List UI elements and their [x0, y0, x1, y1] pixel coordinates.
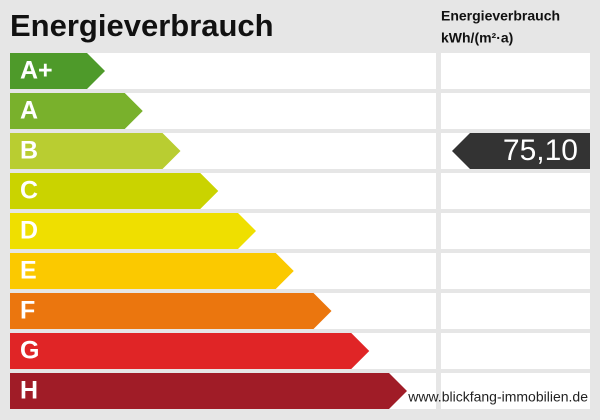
value-cell	[441, 53, 590, 89]
class-label: E	[20, 257, 37, 285]
class-label: A	[20, 97, 38, 125]
class-arrow	[10, 293, 332, 329]
class-label: G	[20, 337, 39, 365]
value-cell	[441, 333, 590, 369]
class-arrow	[10, 253, 294, 289]
value-cell	[441, 293, 590, 329]
class-label: A+	[20, 57, 53, 85]
title: Energieverbrauch	[10, 8, 274, 43]
value-cell	[441, 173, 590, 209]
class-label: H	[20, 377, 38, 405]
value-cell	[441, 93, 590, 129]
value-cell	[441, 253, 590, 289]
class-arrow	[10, 333, 370, 369]
class-arrow	[10, 53, 105, 89]
class-arrow	[10, 93, 143, 129]
watermark: www.blickfang-immobilien.de	[407, 389, 588, 405]
unit-header: Energieverbrauch	[441, 8, 560, 24]
value-cell	[441, 373, 590, 409]
class-label: B	[20, 137, 38, 165]
unit-header: kWh/(m²·a)	[441, 30, 513, 46]
value-text: 75,10	[503, 134, 578, 167]
class-arrow	[10, 213, 256, 249]
class-label: D	[20, 217, 38, 245]
class-arrow	[10, 133, 181, 169]
class-arrow	[10, 373, 407, 409]
class-label: F	[20, 297, 35, 325]
value-cell	[441, 213, 590, 249]
value-marker	[452, 133, 590, 169]
class-label: C	[20, 177, 38, 205]
class-arrow	[10, 173, 219, 209]
